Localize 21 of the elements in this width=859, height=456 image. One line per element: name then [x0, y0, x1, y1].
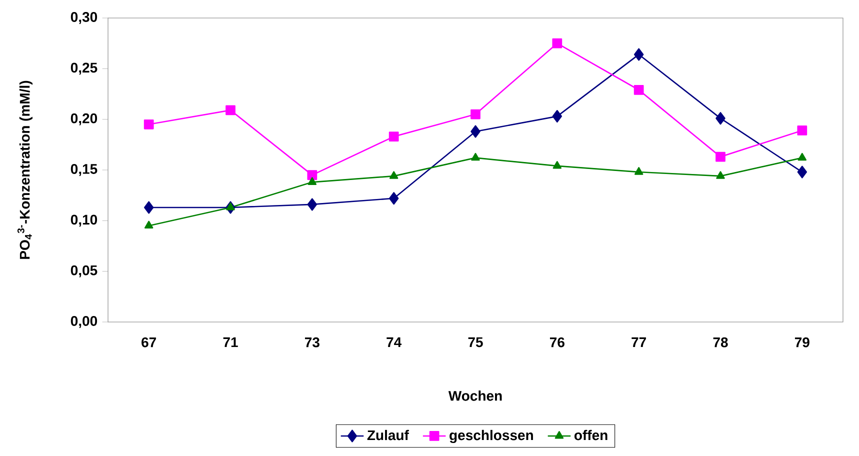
x-tick-label: 77: [632, 337, 646, 347]
x-tick-label: 75: [468, 337, 483, 348]
y-tick-label: 0,25: [70, 62, 98, 75]
y-tick-label: 0,10: [70, 214, 98, 227]
x-tick-label: 74: [386, 337, 402, 347]
legend-label: offen: [574, 430, 608, 440]
y-tick-label: 0,05: [70, 265, 98, 278]
y-tick-label: 0,00: [70, 316, 98, 328]
x-tick-label: 67: [142, 337, 156, 348]
y-tick-label: 0,20: [70, 113, 98, 126]
x-tick-label: 73: [304, 337, 320, 348]
y-tick-label: 0,30: [70, 12, 98, 24]
x-tick-label: 71: [223, 337, 238, 347]
y-axis-title: PO$_{4}$$^{3-}$-Konzentration (mM/l): [17, 80, 32, 259]
legend-label: geschlossen: [450, 430, 533, 444]
x-axis-title: Wochen: [448, 390, 502, 401]
x-tick-label: 76: [550, 337, 564, 348]
y-tick-label: 0,15: [70, 164, 98, 176]
legend-label: Zulauf: [367, 430, 409, 440]
x-tick-label: 79: [794, 337, 810, 348]
x-tick-label: 78: [713, 337, 728, 348]
